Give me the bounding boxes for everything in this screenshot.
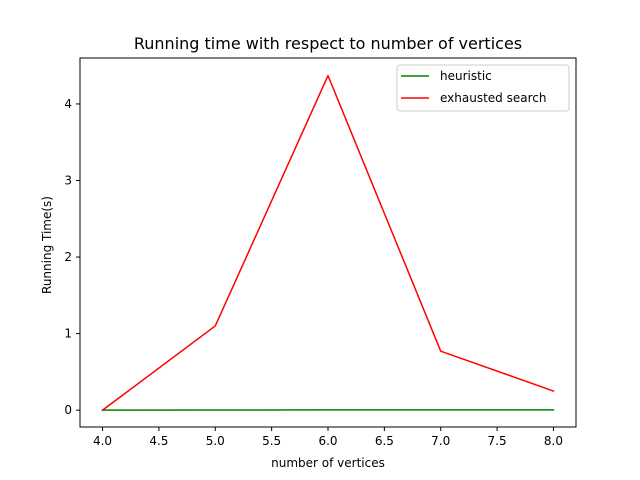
legend-label: exhausted search: [440, 91, 546, 105]
x-tick-label: 6.0: [318, 434, 337, 448]
y-tick-label: 4: [64, 97, 72, 111]
legend-box: [396, 64, 570, 112]
x-tick-label: 6.5: [375, 434, 394, 448]
plot-area: 4.0 4.5 5.0 5.5 6.0 6.5 7.0 7.5 8.0 0 1 2 3 4: [64, 57, 577, 448]
y-tick-label: 0: [64, 403, 72, 417]
y-tick-label: 1: [64, 327, 72, 341]
x-tick-label: 7.0: [431, 434, 450, 448]
x-tick-label: 4.0: [93, 434, 112, 448]
y-tick-label: 2: [64, 250, 72, 264]
x-tick-label: 8.0: [544, 434, 563, 448]
x-axis-label: number of vertices: [271, 456, 385, 470]
x-tick-label: 5.0: [206, 434, 225, 448]
x-tick-label: 4.5: [149, 434, 168, 448]
legend: heuristic exhausted search: [396, 64, 570, 112]
x-tick-label: 5.5: [262, 434, 281, 448]
x-tick-label: 7.5: [488, 434, 507, 448]
y-axis-label: Running Time(s): [40, 196, 54, 294]
y-tick-label: 3: [64, 173, 72, 187]
series-line-1: [101, 74, 555, 412]
chart-title: Running time with respect to number of v…: [134, 34, 522, 53]
legend-label: heuristic: [440, 69, 492, 83]
